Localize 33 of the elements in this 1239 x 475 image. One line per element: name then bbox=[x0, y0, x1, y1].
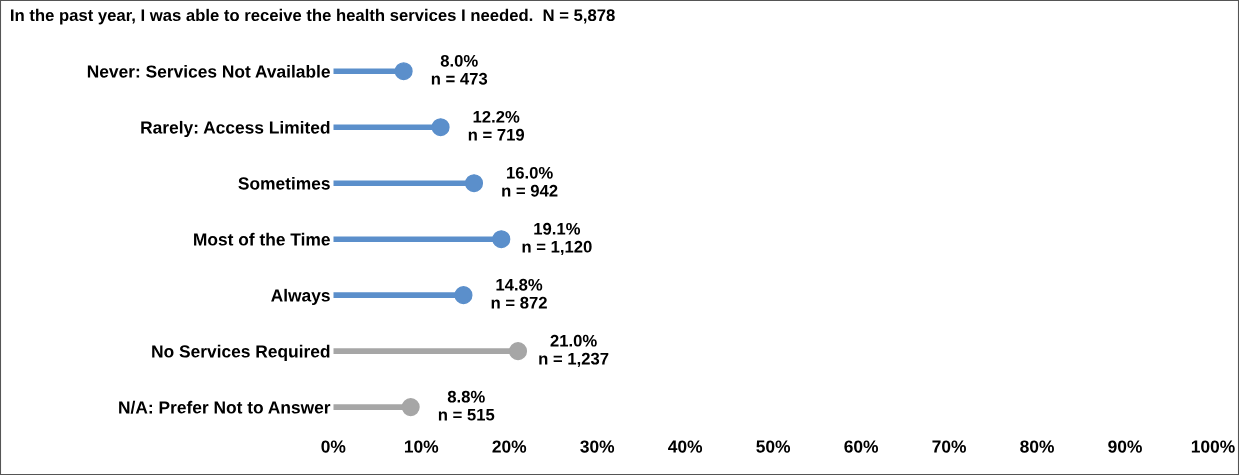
data-label: 19.1% n = 1,120 bbox=[522, 222, 592, 256]
x-tick-label: 70% bbox=[932, 440, 966, 453]
y-tick-label: Rarely: Access Limited bbox=[141, 120, 330, 138]
y-tick-label: Sometimes bbox=[238, 176, 330, 190]
data-label: 8.0% n = 473 bbox=[431, 54, 488, 85]
data-label: 16.0% n = 942 bbox=[502, 166, 558, 197]
y-tick-label: N/A: Prefer Not to Answer bbox=[119, 400, 331, 414]
point bbox=[492, 230, 511, 249]
point bbox=[508, 342, 528, 361]
data-label: 8.8% n = 515 bbox=[438, 390, 495, 421]
x-tick-label: 30% bbox=[580, 440, 615, 453]
x-tick-label: 40% bbox=[668, 440, 703, 453]
point bbox=[394, 62, 413, 81]
x-tick-label: 0% bbox=[321, 440, 346, 453]
point bbox=[431, 118, 450, 137]
data-label: 12.2% n = 719 bbox=[468, 110, 525, 141]
data-label: 14.8% n = 872 bbox=[491, 278, 547, 309]
point bbox=[401, 398, 420, 417]
y-tick-label: Most of the Time bbox=[194, 232, 330, 246]
point bbox=[454, 286, 473, 305]
x-tick-label: 10% bbox=[404, 440, 439, 453]
point bbox=[465, 174, 484, 193]
y-tick-label: No Services Required bbox=[152, 344, 330, 362]
x-tick-label: 90% bbox=[1108, 440, 1142, 453]
data-label: 21.0% n = 1,237 bbox=[539, 334, 609, 367]
y-tick-label: Always bbox=[271, 288, 330, 306]
chart-title: In the past year, I was able to receive the health services I needed. N = 5,878 bbox=[11, 8, 615, 25]
x-tick-label: 80% bbox=[1020, 440, 1054, 453]
x-tick-label: 50% bbox=[756, 440, 791, 453]
y-tick-label: Never: Services Not Available bbox=[87, 64, 330, 78]
x-tick-label: 60% bbox=[844, 440, 879, 453]
x-tick-label: 100% bbox=[1191, 440, 1235, 453]
x-tick-label: 20% bbox=[492, 440, 527, 453]
